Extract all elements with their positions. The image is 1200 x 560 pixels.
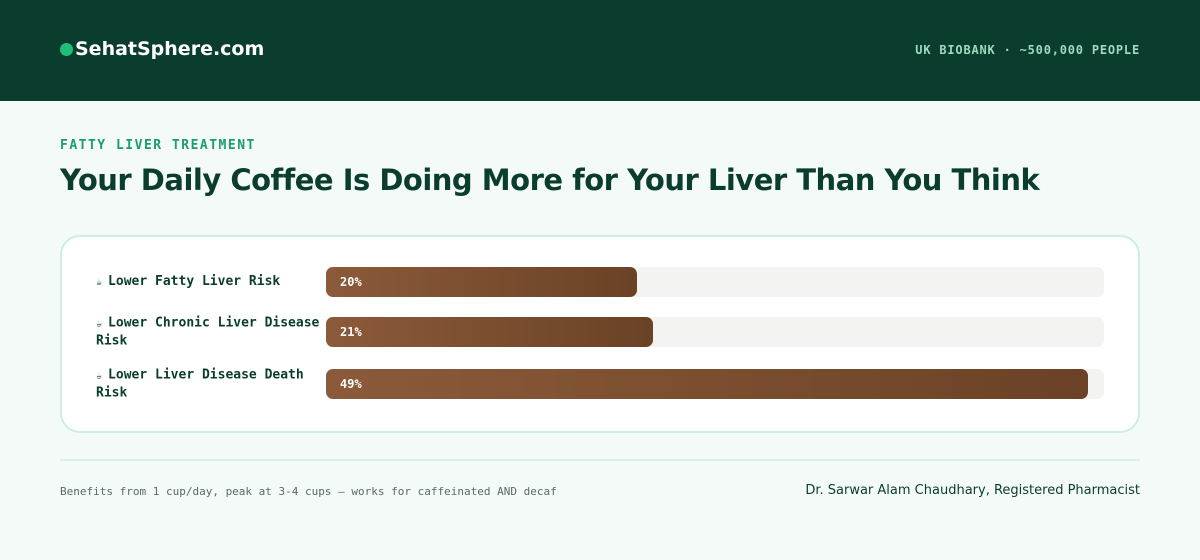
bar-label: Lower Fatty Liver Risk bbox=[96, 273, 328, 291]
bar-track: 49% bbox=[326, 369, 1104, 399]
bar bbox=[326, 267, 638, 297]
value-label: 21% bbox=[340, 325, 362, 339]
bar-track: 21% bbox=[326, 317, 1104, 347]
logo[interactable]: SehatSphere.com bbox=[60, 38, 264, 60]
tagline: UK BIOBANK · ~500,000 PEOPLE bbox=[915, 43, 1140, 57]
header: SehatSphere.com UK BIOBANK · ~500,000 PE… bbox=[0, 0, 1200, 101]
value-label: 49% bbox=[340, 377, 362, 391]
bar-track: 20% bbox=[326, 267, 1104, 297]
bar-label: Lower Liver Disease Death Risk bbox=[96, 367, 328, 402]
divider bbox=[60, 459, 1140, 461]
bar bbox=[326, 317, 653, 347]
value-label: 20% bbox=[340, 275, 362, 289]
kicker: FATTY LIVER TREATMENT bbox=[60, 138, 256, 153]
chart-title: Your Daily Coffee Is Doing More for Your… bbox=[60, 163, 1040, 197]
author: Dr. Sarwar Alam Chaudhary, Registered Ph… bbox=[805, 483, 1140, 498]
footer-note: Benefits from 1 cup/day, peak at 3-4 cup… bbox=[60, 485, 557, 498]
bar-label: Lower Chronic Liver Disease Risk bbox=[96, 315, 328, 350]
bar bbox=[326, 369, 1089, 399]
